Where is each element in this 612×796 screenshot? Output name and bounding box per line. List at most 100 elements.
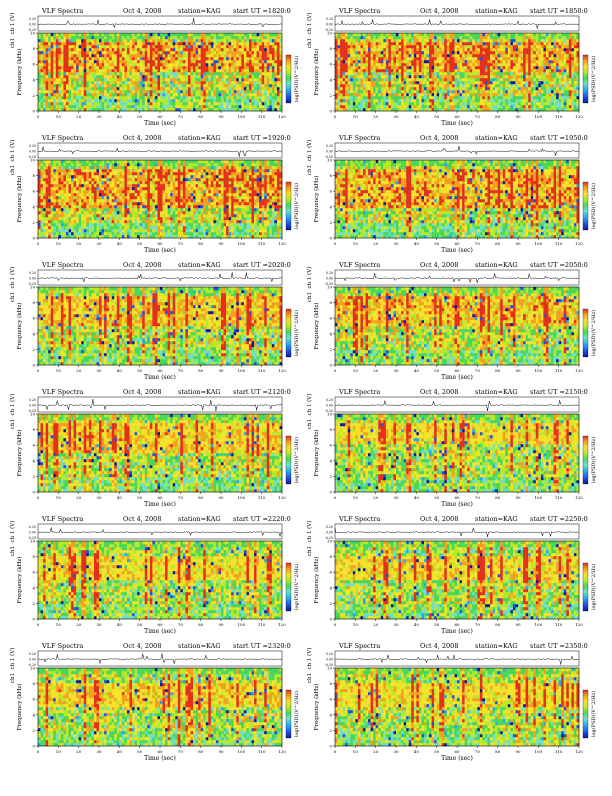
spectrogram-cell xyxy=(91,45,94,48)
spectrogram-cell xyxy=(155,39,158,42)
spectrogram-cell xyxy=(150,72,153,75)
spectrogram-cell xyxy=(145,33,148,36)
spectrogram-cell xyxy=(147,75,150,78)
spectrogram-cell xyxy=(249,33,252,36)
spectrogram-cell xyxy=(127,45,130,48)
spectrogram-cell xyxy=(549,105,552,108)
spectrogram-cell xyxy=(119,72,122,75)
spectrogram-cell xyxy=(388,96,391,99)
spectrogram-cell xyxy=(198,96,201,99)
spectrogram-cell xyxy=(252,96,255,99)
spectrogram-cell xyxy=(51,33,54,36)
spectrogram-cell xyxy=(142,78,145,81)
spectrogram-cell xyxy=(145,39,148,42)
spectrogram-cell xyxy=(277,48,280,51)
time-tick-label: 120 xyxy=(278,114,286,119)
spectrogram-cell xyxy=(203,39,206,42)
spectrogram-cell xyxy=(81,93,84,96)
spectrogram-cell xyxy=(178,75,181,78)
spectrogram-cell xyxy=(236,63,239,66)
spectrogram-cell xyxy=(264,87,267,90)
spectrogram-cell xyxy=(257,96,260,99)
spectrogram-cell xyxy=(66,105,69,108)
spectrogram-cell xyxy=(213,48,216,51)
spectrogram-cell xyxy=(63,78,66,81)
spectrogram-cell xyxy=(94,96,97,99)
spectrogram-cell xyxy=(175,72,178,75)
spectrogram-cell xyxy=(102,105,105,108)
spectrogram-cell xyxy=(66,54,69,57)
spectrogram-cell xyxy=(498,99,501,102)
spectrogram-cell xyxy=(173,33,176,36)
time-tick-label: 20 xyxy=(76,114,82,119)
spectrogram-cell xyxy=(114,87,117,90)
spectrogram-cell xyxy=(234,75,237,78)
spectrogram-cell xyxy=(224,69,227,72)
spectrogram-cell xyxy=(79,69,82,72)
spectrogram-cell xyxy=(109,54,112,57)
spectrogram-cell xyxy=(348,102,351,105)
spectrogram-cell xyxy=(114,69,117,72)
spectrogram-cell xyxy=(523,102,526,105)
spectrogram-cell xyxy=(99,57,102,60)
spectrogram-cell xyxy=(86,42,89,45)
spectrogram-cell xyxy=(117,102,120,105)
spectrogram-cell xyxy=(124,39,127,42)
spectrogram-cell xyxy=(127,42,130,45)
spectrogram-cell xyxy=(239,39,242,42)
spectrogram-cell xyxy=(147,54,150,57)
spectrogram-cell xyxy=(119,36,122,39)
spectrogram-cell xyxy=(239,99,242,102)
spectrogram-cell xyxy=(444,99,447,102)
spectrogram-cell xyxy=(264,42,267,45)
spectrogram-cell xyxy=(132,63,135,66)
spectrogram-cell xyxy=(102,81,105,84)
spectrogram-cell xyxy=(239,33,242,36)
spectrogram-cell xyxy=(401,96,404,99)
spectrogram-cell xyxy=(198,66,201,69)
spectrogram-cell xyxy=(343,105,346,108)
spectrogram-cell xyxy=(340,102,343,105)
spectrogram-cell xyxy=(163,60,166,63)
spectrogram-cell xyxy=(396,102,399,105)
spectrogram-cell xyxy=(74,51,77,54)
spectrogram-cell xyxy=(124,90,127,93)
spectrogram-cell xyxy=(178,90,181,93)
spectrogram-cell xyxy=(391,105,394,108)
spectrogram-cell xyxy=(259,48,262,51)
spectrogram-cell xyxy=(206,93,209,96)
spectrogram-cell xyxy=(69,75,72,78)
spectrogram-cell xyxy=(48,84,51,87)
spectrogram-cell xyxy=(137,99,140,102)
spectrogram-cell xyxy=(84,93,87,96)
spectrogram-cell xyxy=(249,90,252,93)
spectrogram-cell xyxy=(165,72,168,75)
spectrogram-cell xyxy=(178,78,181,81)
time-tick-label: 60 xyxy=(157,114,163,119)
spectrogram-cell xyxy=(277,63,280,66)
spectrogram-cell xyxy=(201,63,204,66)
spectrogram-cell xyxy=(353,99,356,102)
spectrogram-cell xyxy=(91,87,94,90)
spectrogram-cell xyxy=(257,93,260,96)
spectrogram-cell xyxy=(109,60,112,63)
spectrogram-cell xyxy=(112,51,115,54)
spectrogram-cell xyxy=(338,99,341,102)
spectrogram-cell xyxy=(104,42,107,45)
spectrogram-cell xyxy=(170,105,173,108)
spectrogram-cell xyxy=(485,102,488,105)
spectrogram-cell xyxy=(231,84,234,87)
spectrogram-cell xyxy=(249,75,252,78)
spectrogram-cell xyxy=(168,36,171,39)
spectrogram-cell xyxy=(241,84,244,87)
spectrogram-cell xyxy=(234,99,237,102)
spectrogram-cell xyxy=(203,48,206,51)
spectrogram-cell xyxy=(269,78,272,81)
spectrogram-cell xyxy=(38,51,41,54)
spectrogram-cell xyxy=(229,54,232,57)
spectrogram-cell xyxy=(140,60,143,63)
spectrogram-cell xyxy=(386,102,389,105)
spectrogram-cell xyxy=(185,90,188,93)
spectrogram-cell xyxy=(264,63,267,66)
spectrogram-cell xyxy=(142,87,145,90)
